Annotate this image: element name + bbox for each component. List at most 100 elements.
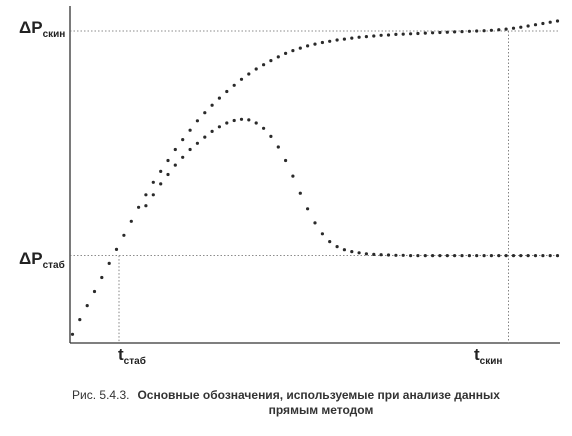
data-point	[166, 172, 170, 177]
data-point	[262, 63, 266, 67]
data-point	[431, 254, 435, 258]
data-point	[320, 232, 324, 236]
data-point	[401, 32, 405, 36]
data-point	[431, 31, 435, 35]
data-point	[423, 31, 427, 35]
data-point	[555, 19, 560, 23]
data-point	[284, 158, 288, 163]
data-point	[504, 27, 508, 31]
data-point	[453, 30, 457, 34]
data-point	[151, 193, 155, 197]
data-point	[511, 254, 516, 258]
data-point	[482, 29, 486, 33]
data-point	[416, 254, 420, 258]
data-point	[497, 254, 501, 258]
data-point	[409, 254, 413, 258]
data-point	[159, 169, 163, 173]
data-point	[313, 221, 317, 225]
data-point	[291, 174, 295, 178]
data-point	[225, 89, 229, 94]
data-point	[350, 36, 354, 40]
data-point	[445, 30, 449, 34]
data-point	[181, 138, 185, 142]
data-point	[548, 254, 552, 258]
data-point	[541, 254, 545, 258]
data-point	[372, 252, 376, 256]
data-point	[269, 134, 273, 138]
data-point	[320, 40, 324, 45]
data-point	[92, 289, 97, 294]
data-point	[438, 254, 442, 258]
data-point	[460, 30, 464, 34]
data-point	[555, 254, 560, 258]
data-point	[276, 145, 280, 149]
data-point	[159, 182, 163, 186]
data-point	[438, 30, 442, 35]
data-point	[284, 51, 288, 56]
data-point	[394, 32, 398, 37]
data-point	[409, 32, 413, 36]
caption-line-2: прямым методом	[268, 403, 374, 417]
data-point	[306, 44, 310, 48]
data-point	[107, 261, 111, 265]
data-point	[181, 155, 185, 159]
data-point	[423, 254, 427, 258]
data-point	[78, 318, 82, 322]
x-tick-label-t-stab: tстаб	[118, 345, 146, 367]
data-point	[232, 118, 236, 123]
data-point	[519, 254, 523, 258]
y-tick-label-dp-stab: ΔPстаб	[19, 249, 65, 271]
data-point	[394, 253, 398, 257]
data-point	[504, 254, 508, 258]
data-point	[70, 332, 75, 336]
data-point	[137, 205, 141, 209]
data-point	[129, 219, 133, 223]
data-point	[203, 135, 207, 139]
data-point	[497, 28, 501, 32]
data-point	[357, 251, 361, 255]
data-point	[372, 34, 376, 38]
data-point	[151, 180, 155, 184]
data-point	[364, 252, 368, 256]
data-point	[100, 275, 104, 280]
data-point	[526, 24, 530, 28]
y-tick-label-dp-skin: ΔPскин	[19, 18, 65, 40]
data-point	[173, 163, 177, 167]
data-point	[247, 118, 251, 122]
data-point	[328, 39, 332, 43]
data-point	[166, 158, 170, 163]
data-point	[379, 33, 383, 37]
data-point	[239, 117, 244, 121]
data-point	[225, 121, 229, 125]
data-point	[203, 111, 207, 115]
data-point	[144, 193, 148, 197]
data-point	[342, 248, 346, 252]
data-point	[254, 121, 258, 125]
chart-axes	[69, 6, 560, 344]
data-point	[291, 49, 295, 53]
data-point	[195, 119, 199, 123]
guide-lines	[70, 30, 560, 343]
data-point	[254, 67, 258, 71]
caption-prefix: Рис. 5.4.3.	[72, 388, 130, 402]
data-point	[357, 35, 361, 39]
caption-line-1: Основные обозначения, используемые при а…	[137, 388, 500, 402]
data-point	[386, 253, 391, 257]
data-point	[475, 254, 479, 258]
data-point	[541, 21, 545, 26]
data-point	[85, 304, 89, 308]
data-point	[122, 233, 126, 237]
data-point	[401, 253, 405, 257]
data-point	[217, 125, 221, 129]
data-point	[489, 254, 493, 258]
data-point	[210, 103, 214, 107]
data-point	[298, 191, 302, 195]
data-point	[533, 254, 538, 258]
data-point	[328, 240, 332, 244]
data-point	[342, 37, 346, 41]
data-point	[533, 23, 538, 27]
data-point	[364, 35, 368, 39]
data-point	[379, 253, 383, 257]
data-point	[350, 250, 354, 254]
